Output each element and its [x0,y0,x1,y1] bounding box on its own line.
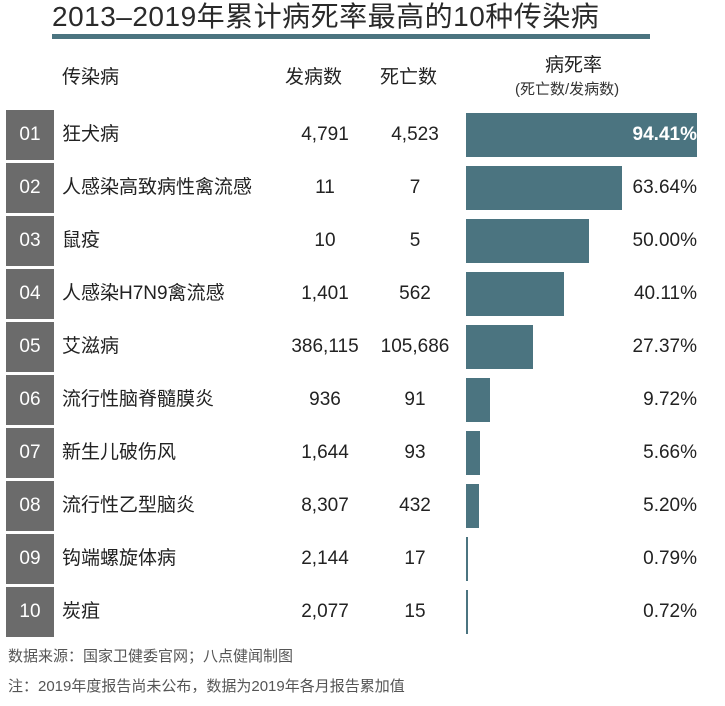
table-row: 02 人感染高致病性禽流感 11 7 63.64% [0,163,725,213]
rate-bar [466,484,479,528]
cases-value: 1,401 [301,283,349,304]
rate-label: 0.79% [643,548,697,569]
disease-name: 流行性乙型脑炎 [62,495,196,516]
rate-label: 40.11% [633,283,697,304]
header-cases: 发病数 [285,67,343,88]
disease-name: 炭疽 [62,601,101,622]
rank-badge: 05 [6,322,54,372]
rank-badge: 07 [6,428,54,478]
rate-label: 94.41% [632,124,697,145]
disease-name: 鼠疫 [62,230,101,251]
deaths-value: 4,523 [391,124,439,145]
disease-name: 狂犬病 [62,124,120,145]
rate-bar [466,590,468,634]
deaths-value: 15 [404,601,426,622]
table-row: 01 狂犬病 4,791 4,523 94.41% [0,110,725,160]
cases-value: 4,791 [301,124,349,145]
table-row: 03 鼠疫 10 5 50.00% [0,216,725,266]
rate-label: 27.37% [632,336,697,357]
rate-bar [466,378,490,422]
cases-value: 10 [314,230,336,251]
rate-label: 0.72% [643,601,697,622]
rank-badge: 08 [6,481,54,531]
rank-badge: 01 [6,110,54,160]
deaths-value: 17 [404,548,426,569]
rate-label: 5.66% [643,442,697,463]
rate-bar [466,537,468,581]
rate-label: 9.72% [643,389,697,410]
cases-value: 386,115 [291,336,359,357]
table-row: 06 流行性脑脊髓膜炎 936 91 9.72% [0,375,725,425]
cases-value: 8,307 [301,495,349,516]
rank-badge: 09 [6,534,54,584]
rate-bar [466,219,589,263]
deaths-value: 5 [409,230,421,251]
cases-value: 2,144 [301,548,349,569]
cases-value: 936 [309,389,341,410]
rate-label: 63.64% [632,177,697,198]
disease-name: 流行性脑脊髓膜炎 [62,389,215,410]
deaths-value: 432 [399,495,431,516]
header-rate-sub: (死亡数/发病数) [515,81,620,98]
table-row: 07 新生儿破伤风 1,644 93 5.66% [0,428,725,478]
table-row: 05 艾滋病 386,115 105,686 27.37% [0,322,725,372]
rate-label: 5.20% [643,495,697,516]
table-row: 04 人感染H7N9禽流感 1,401 562 40.11% [0,269,725,319]
rank-badge: 10 [6,587,54,637]
source-note: 数据来源：国家卫健委官网；八点健闻制图 [8,648,294,665]
rate-bar [466,113,698,157]
title-underline [52,34,650,39]
rank-badge: 06 [6,375,54,425]
rank-badge: 04 [6,269,54,319]
footnote: 注：2019年度报告尚未公布，数据为2019年各月报告累加值 [8,678,405,695]
header-disease: 传染病 [62,67,120,88]
rate-bar [466,325,534,369]
disease-name: 人感染高致病性禽流感 [62,177,253,198]
disease-name: 新生儿破伤风 [62,442,177,463]
deaths-value: 91 [404,389,426,410]
table-row: 08 流行性乙型脑炎 8,307 432 5.20% [0,481,725,531]
chart-title: 2013–2019年累计病死率最高的10种传染病 [52,1,600,32]
disease-name: 艾滋病 [62,336,120,357]
rate-bar [466,272,565,316]
table-row: 10 炭疽 2,077 15 0.72% [0,587,725,637]
deaths-value: 7 [409,177,421,198]
header-deaths: 死亡数 [380,67,438,88]
deaths-value: 105,686 [380,336,450,357]
cases-value: 1,644 [301,442,349,463]
rate-bar [466,431,480,475]
deaths-value: 93 [404,442,426,463]
disease-name: 人感染H7N9禽流感 [62,283,225,304]
rate-bar [466,166,622,210]
rank-badge: 02 [6,163,54,213]
cases-value: 2,077 [301,601,349,622]
disease-name: 钩端螺旋体病 [62,548,177,569]
header-rate: 病死率 [545,55,603,76]
deaths-value: 562 [399,283,431,304]
rank-badge: 03 [6,216,54,266]
table-row: 09 钩端螺旋体病 2,144 17 0.79% [0,534,725,584]
rate-label: 50.00% [632,230,697,251]
cases-value: 11 [315,177,335,198]
